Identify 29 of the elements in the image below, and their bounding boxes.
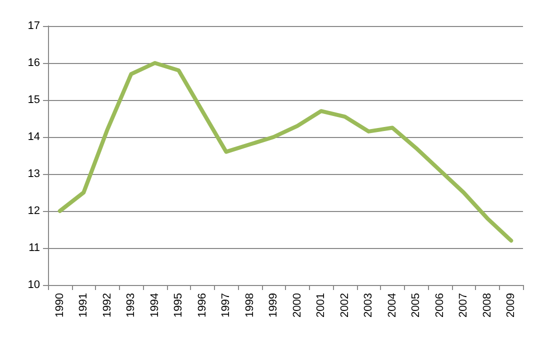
y-tick-label: 11 (28, 242, 40, 254)
x-tick-label: 2008 (481, 293, 494, 318)
y-tick-label: 17 (28, 20, 40, 32)
x-tick-label: 2000 (291, 293, 304, 318)
y-tick-label: 12 (28, 205, 40, 217)
y-tick-label: 16 (28, 57, 40, 69)
x-tick-label: 2005 (410, 293, 422, 318)
y-tick-label: 14 (28, 131, 40, 143)
x-tick-label: 2007 (458, 293, 470, 318)
x-tick-label: 1999 (268, 293, 280, 318)
x-tick-label: 1996 (196, 293, 208, 318)
x-tick-label: 1995 (172, 293, 185, 318)
y-tick-label: 10 (28, 279, 40, 291)
x-tick-label: 1990 (54, 293, 66, 318)
x-tick-label: 2002 (338, 293, 351, 318)
x-tick-label: 1992 (101, 293, 114, 318)
y-tick-label: 15 (28, 94, 40, 106)
x-tick-label: 1991 (78, 293, 90, 318)
x-tick-label: 2009 (505, 293, 518, 318)
y-tick-label: 13 (28, 168, 40, 180)
x-tick-label: 1993 (125, 293, 138, 318)
x-tick-label: 2001 (315, 293, 328, 318)
x-tick-label: 1997 (220, 293, 232, 318)
x-tick-label: 1994 (148, 293, 161, 318)
line-series (58, 61, 514, 243)
x-tick-label: 2004 (386, 293, 398, 318)
x-tick-label: 2003 (362, 293, 375, 318)
x-tick-label: 1998 (244, 293, 256, 318)
x-tick-label: 2006 (434, 293, 446, 318)
